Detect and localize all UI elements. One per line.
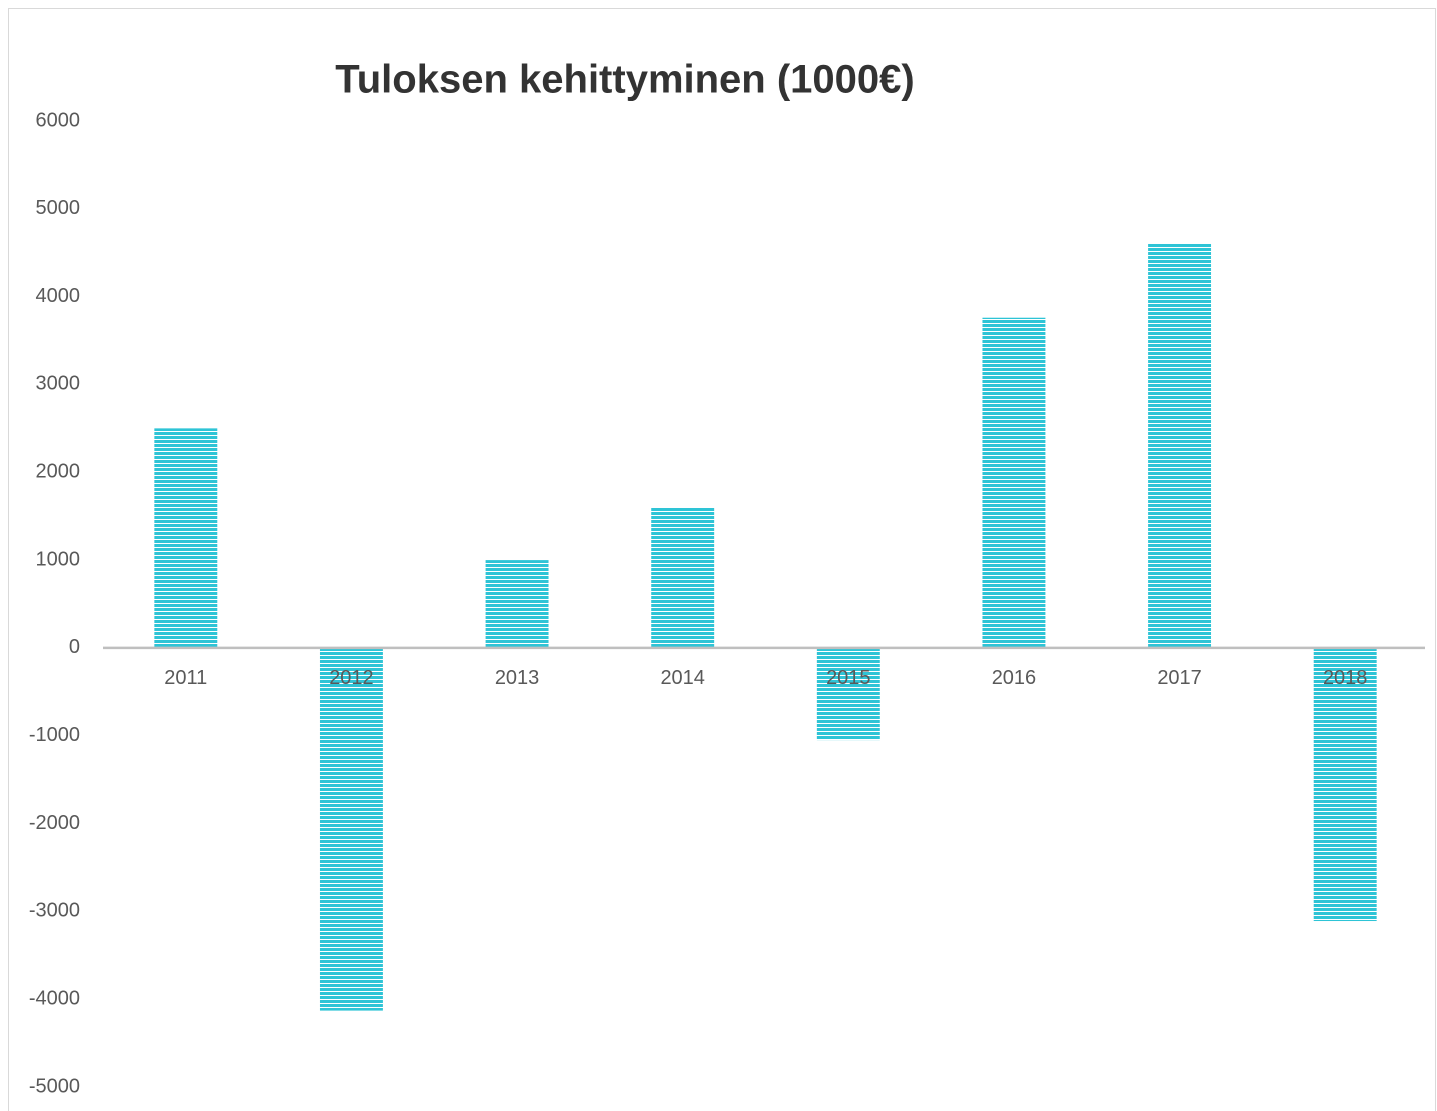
x-tick-label: 2013 (495, 667, 540, 689)
bar-group (651, 507, 715, 648)
x-tick-label: 2011 (164, 667, 207, 689)
bar (816, 647, 880, 741)
bar-group (982, 317, 1046, 648)
bar-group (1313, 647, 1377, 922)
bar-group (319, 647, 383, 1011)
y-tick-label: -1000 (29, 724, 80, 746)
bar-group (154, 428, 218, 648)
x-tick-label: 2012 (329, 667, 374, 689)
y-tick-label: -3000 (29, 900, 80, 922)
bar (651, 507, 715, 648)
y-tick-label: 6000 (36, 109, 81, 131)
y-tick-label: 1000 (36, 548, 81, 570)
y-tick-label: -5000 (29, 1075, 80, 1097)
y-tick-label: 2000 (36, 461, 81, 483)
chart-title: Tuloksen kehittyminen (1000€) (335, 58, 914, 102)
bar (1313, 647, 1377, 922)
y-tick-label: -4000 (29, 987, 80, 1009)
x-tick-label: 2014 (660, 667, 705, 689)
bar (319, 647, 383, 1011)
chart-border (8, 8, 1436, 1111)
y-tick-label: -2000 (29, 812, 80, 834)
x-tick-label: 2015 (826, 667, 871, 689)
bar (485, 560, 549, 648)
bar-group (485, 560, 549, 648)
bar-group (816, 647, 880, 741)
y-tick-label: 4000 (36, 285, 81, 307)
y-tick-label: 3000 (36, 373, 81, 395)
x-tick-label: 2017 (1157, 667, 1202, 689)
x-tick-label: 2016 (992, 667, 1037, 689)
bar (982, 317, 1046, 648)
y-tick-label: 5000 (36, 197, 81, 219)
y-tick-label: 0 (69, 636, 80, 658)
bar (154, 428, 218, 648)
bar (1148, 243, 1212, 648)
bar-group (1148, 243, 1212, 648)
x-tick-label: 2018 (1323, 667, 1368, 689)
